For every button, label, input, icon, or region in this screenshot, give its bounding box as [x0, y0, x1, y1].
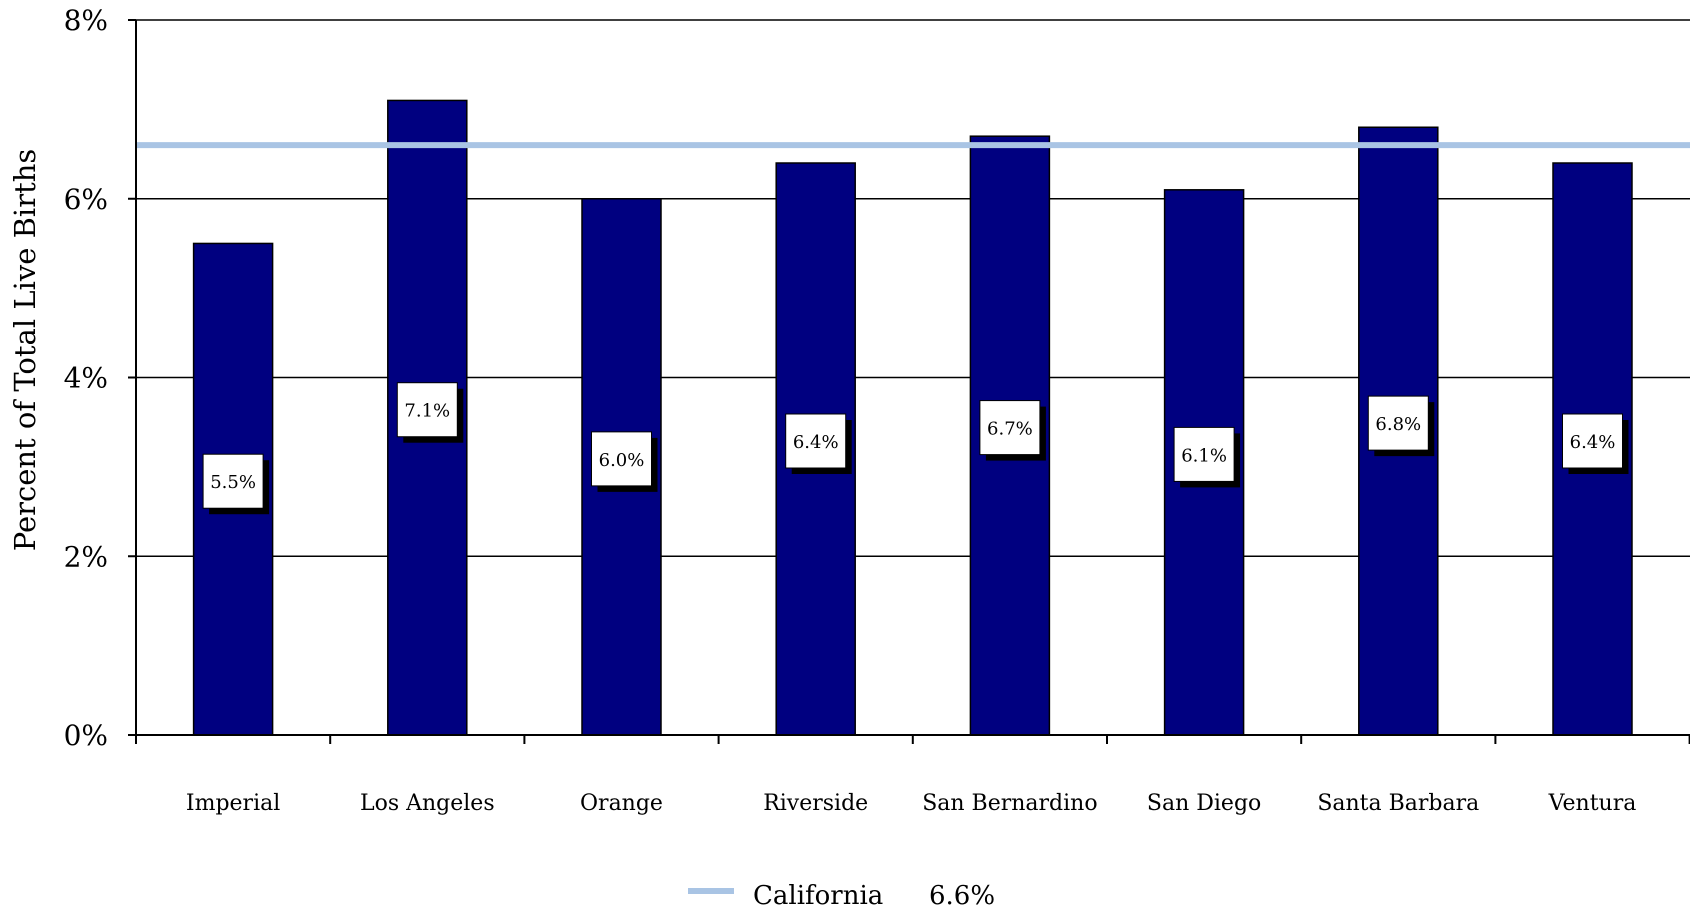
x-tick-label: San Diego — [1147, 791, 1261, 816]
y-axis-label: Percent of Total Live Births — [8, 149, 42, 552]
data-label: 6.4% — [793, 432, 839, 453]
legend-value: 6.6% — [929, 881, 995, 910]
y-tick-label: 2% — [64, 540, 108, 573]
data-label: 6.7% — [987, 419, 1033, 440]
x-tick-label: Imperial — [186, 791, 280, 816]
x-tick-label: Orange — [580, 791, 663, 816]
x-tick-label: Los Angeles — [360, 791, 495, 816]
legend: California 6.6% — [688, 881, 995, 910]
data-label-box — [785, 413, 847, 469]
data-label-box — [1173, 426, 1235, 482]
data-label: 7.1% — [404, 401, 450, 422]
x-tick-label: Santa Barbara — [1317, 791, 1479, 816]
data-label: 6.8% — [1375, 414, 1421, 435]
data-label-box — [591, 431, 652, 487]
data-label-box — [1367, 395, 1429, 451]
data-label-box — [979, 400, 1041, 456]
legend-label: California — [753, 881, 883, 910]
data-label-box — [202, 453, 264, 509]
y-tick-label: 6% — [64, 183, 108, 216]
data-label-box — [396, 382, 458, 438]
data-label: 5.5% — [210, 472, 256, 493]
x-tick-label: Ventura — [1548, 791, 1637, 816]
gridlines — [136, 19, 1690, 736]
data-label: 6.4% — [1570, 432, 1616, 453]
y-tick-label: 8% — [64, 4, 108, 37]
x-tick-label: San Bernardino — [922, 791, 1097, 816]
data-labels: 5.5% 7.1% 6.0% 6.4% 6.7% 6.1% 6.8% 6.4% — [202, 382, 1629, 515]
y-tick-label: 0% — [64, 719, 108, 752]
y-tick-label: 4% — [64, 362, 108, 395]
data-label: 6.0% — [599, 450, 645, 471]
data-label-box — [1562, 413, 1623, 469]
x-tick-label: Riverside — [763, 791, 868, 816]
axes: 0% 2% 4% 6% 8% Imperial Los Angeles Orange River… — [64, 4, 1690, 816]
data-label: 6.1% — [1181, 445, 1227, 466]
